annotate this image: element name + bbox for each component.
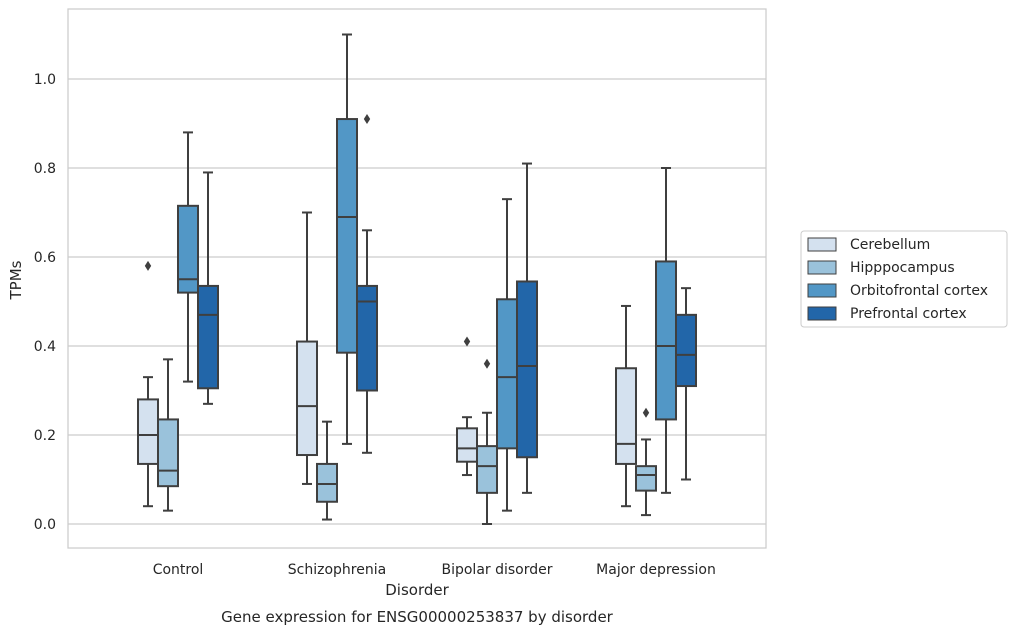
box-2-1 [336, 33, 358, 445]
box-1-0 [157, 358, 179, 512]
legend: Cerebellum Hipppocampus Orbitofrontal cort… [800, 230, 1008, 328]
box-3-1 [356, 114, 378, 454]
box-iqr [177, 204, 199, 294]
y-axis-label: TPMs [7, 260, 25, 300]
x-tick-label: Major depression [596, 562, 716, 578]
y-tick-label: 1.0 [34, 72, 56, 88]
box-1-1 [316, 420, 338, 521]
box-iqr [157, 418, 179, 488]
outlier-point [483, 358, 491, 369]
y-tick-label: 0.8 [34, 161, 56, 177]
box-0-2 [456, 336, 478, 477]
box-iqr [655, 260, 677, 421]
plot-frame [67, 8, 767, 549]
outlier-point [363, 114, 371, 125]
box-iqr [476, 445, 498, 494]
legend-swatch [807, 260, 837, 275]
box-iqr [496, 298, 518, 450]
box-0-0 [137, 260, 159, 508]
box-iqr [336, 118, 358, 354]
box-3-3 [675, 287, 697, 481]
legend-label: Prefrontal cortex [850, 306, 967, 322]
legend-label: Orbitofrontal cortex [850, 283, 988, 299]
box-2-3 [655, 167, 677, 494]
box-iqr [635, 465, 657, 492]
legend-label: Cerebellum [850, 237, 930, 253]
legend-label: Hipppocampus [850, 260, 955, 276]
box-iqr [516, 280, 538, 459]
box-0-1 [296, 211, 318, 485]
box-3-0 [197, 171, 219, 405]
x-tick-label: Bipolar disorder [441, 562, 552, 578]
outlier-point [642, 407, 650, 418]
box-iqr [137, 398, 159, 465]
box-iqr [316, 462, 338, 503]
outlier-point [144, 260, 152, 271]
legend-swatch [807, 237, 837, 252]
y-tick-label: 0.2 [34, 428, 56, 444]
x-tick-label: Schizophrenia [288, 562, 386, 578]
box-1-3 [635, 407, 657, 517]
y-tick-label: 0.0 [34, 517, 56, 533]
x-tick-label: Control [153, 562, 204, 578]
box-iqr [615, 367, 637, 465]
outlier-point [463, 336, 471, 347]
legend-frame [800, 230, 1008, 328]
box-iqr [197, 284, 219, 390]
box-0-3 [615, 304, 637, 508]
box-2-2 [496, 198, 518, 512]
box-3-2 [516, 162, 538, 494]
y-tick-label: 0.6 [34, 250, 56, 266]
box-iqr [456, 427, 478, 463]
y-tick-labels: 0.0 0.2 0.4 0.6 0.8 1.0 [34, 72, 56, 533]
legend-swatch [807, 306, 837, 321]
box-iqr [356, 284, 378, 392]
box-1-2 [476, 358, 498, 525]
boxes [137, 33, 697, 525]
box-iqr [296, 340, 318, 457]
box-2-0 [177, 131, 199, 383]
legend-swatch [807, 283, 837, 298]
x-tick-labels: Control Schizophrenia Bipolar disorder Majo… [153, 562, 716, 578]
box-iqr [675, 313, 697, 388]
chart-caption: Gene expression for ENSG00000253837 by d… [221, 608, 614, 626]
y-tick-label: 0.4 [34, 339, 56, 355]
x-axis-label: Disorder [385, 581, 449, 599]
